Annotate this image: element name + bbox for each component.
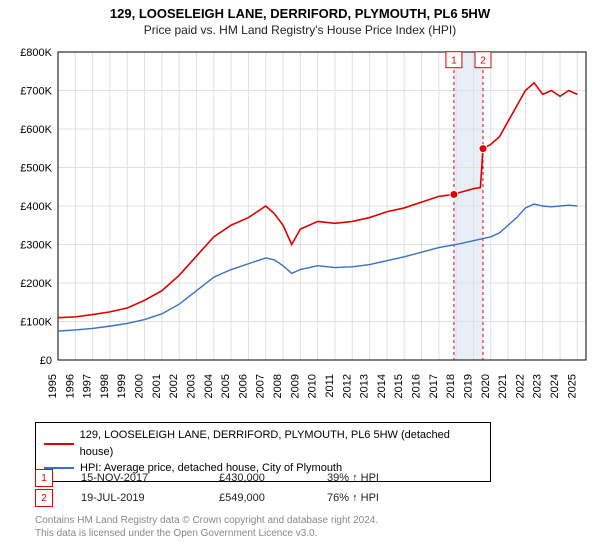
transaction-marker: 2: [35, 489, 53, 507]
svg-text:2020: 2020: [480, 374, 492, 398]
price-chart: £0 £100K £200K £300K £400K £500K £600K £700K £80…: [0, 42, 600, 412]
legend-label: 129, LOOSELEIGH LANE, DERRIFORD, PLYMOUT…: [80, 427, 482, 460]
svg-text:2023: 2023: [532, 374, 544, 398]
svg-text:2: 2: [480, 56, 486, 67]
svg-text:2003: 2003: [185, 374, 197, 398]
transaction-hpi: 39% ↑ HPI: [327, 472, 427, 484]
transaction-price: £430,000: [219, 472, 299, 484]
svg-text:2000: 2000: [134, 374, 146, 398]
svg-text:1997: 1997: [82, 374, 94, 398]
svg-text:2015: 2015: [393, 374, 405, 398]
svg-text:£600K: £600K: [20, 124, 52, 136]
svg-text:£300K: £300K: [20, 240, 52, 252]
svg-text:2009: 2009: [289, 374, 301, 398]
svg-text:2021: 2021: [497, 374, 509, 398]
svg-text:2022: 2022: [514, 374, 526, 398]
svg-text:£0: £0: [40, 355, 52, 367]
svg-text:2025: 2025: [566, 374, 578, 398]
page-title: 129, LOOSELEIGH LANE, DERRIFORD, PLYMOUT…: [0, 0, 600, 21]
svg-text:2002: 2002: [168, 374, 180, 398]
transactions-table: 1 15-NOV-2017 £430,000 39% ↑ HPI 2 19-JUL-201…: [35, 468, 427, 508]
svg-text:1999: 1999: [116, 374, 128, 398]
svg-text:2011: 2011: [324, 374, 336, 398]
transaction-date: 19-JUL-2019: [81, 492, 191, 504]
svg-text:2006: 2006: [237, 374, 249, 398]
svg-text:1996: 1996: [64, 374, 76, 398]
svg-text:2012: 2012: [341, 374, 353, 398]
svg-text:2008: 2008: [272, 374, 284, 398]
page-subtitle: Price paid vs. HM Land Registry's House …: [0, 21, 600, 37]
svg-text:£700K: £700K: [20, 86, 52, 98]
svg-text:£200K: £200K: [20, 278, 52, 290]
svg-text:2016: 2016: [411, 374, 423, 398]
svg-text:£100K: £100K: [20, 317, 52, 329]
transaction-marker: 1: [35, 469, 53, 487]
svg-text:£500K: £500K: [20, 163, 52, 175]
svg-text:2004: 2004: [203, 374, 215, 398]
legend-swatch: [44, 443, 74, 445]
svg-text:1998: 1998: [99, 374, 111, 398]
transaction-row: 1 15-NOV-2017 £430,000 39% ↑ HPI: [35, 468, 427, 488]
svg-text:£800K: £800K: [20, 47, 52, 59]
svg-text:2024: 2024: [549, 374, 561, 398]
svg-text:2007: 2007: [255, 374, 267, 398]
svg-text:2010: 2010: [307, 374, 319, 398]
footer-line-1: Contains HM Land Registry data © Crown c…: [35, 514, 378, 527]
svg-text:2005: 2005: [220, 374, 232, 398]
svg-text:2001: 2001: [151, 374, 163, 398]
svg-text:2019: 2019: [462, 374, 474, 398]
svg-text:1: 1: [451, 56, 457, 67]
footer-line-2: This data is licensed under the Open Gov…: [35, 527, 378, 540]
svg-text:1995: 1995: [47, 374, 59, 398]
transaction-row: 2 19-JUL-2019 £549,000 76% ↑ HPI: [35, 488, 427, 508]
legend-item: 129, LOOSELEIGH LANE, DERRIFORD, PLYMOUT…: [44, 427, 482, 460]
svg-text:2014: 2014: [376, 374, 388, 398]
transaction-hpi: 76% ↑ HPI: [327, 492, 427, 504]
svg-text:2017: 2017: [428, 374, 440, 398]
svg-text:2018: 2018: [445, 374, 457, 398]
svg-text:2013: 2013: [359, 374, 371, 398]
transaction-date: 15-NOV-2017: [81, 472, 191, 484]
footer-attribution: Contains HM Land Registry data © Crown c…: [35, 514, 378, 540]
svg-text:£400K: £400K: [20, 201, 52, 213]
transaction-price: £549,000: [219, 492, 299, 504]
